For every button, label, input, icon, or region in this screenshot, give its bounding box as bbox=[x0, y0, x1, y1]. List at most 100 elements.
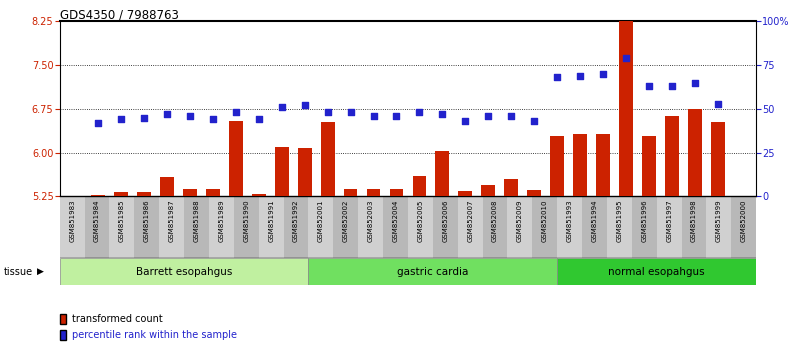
Text: transformed count: transformed count bbox=[72, 314, 163, 324]
Text: GSM852010: GSM852010 bbox=[542, 200, 548, 242]
Text: GSM852001: GSM852001 bbox=[318, 200, 324, 242]
Bar bbox=[458, 196, 482, 258]
Point bbox=[161, 111, 174, 117]
Bar bbox=[283, 196, 308, 258]
Text: GSM852000: GSM852000 bbox=[741, 200, 747, 242]
Point bbox=[619, 55, 632, 61]
Point bbox=[207, 116, 220, 122]
Point bbox=[184, 113, 197, 119]
Text: GSM851987: GSM851987 bbox=[169, 200, 174, 242]
Text: normal esopahgus: normal esopahgus bbox=[608, 267, 705, 277]
Text: GSM851994: GSM851994 bbox=[591, 200, 598, 242]
Bar bbox=[298, 148, 311, 196]
Bar bbox=[334, 196, 358, 258]
Point bbox=[138, 115, 150, 120]
Point bbox=[229, 109, 242, 115]
Bar bbox=[234, 196, 259, 258]
Bar bbox=[160, 177, 174, 196]
Point bbox=[92, 120, 104, 126]
Text: GSM852009: GSM852009 bbox=[517, 200, 523, 242]
Point bbox=[665, 83, 678, 89]
Point bbox=[390, 113, 403, 119]
Point bbox=[459, 118, 472, 124]
Text: GDS4350 / 7988763: GDS4350 / 7988763 bbox=[60, 9, 178, 22]
Point bbox=[275, 104, 288, 110]
Text: GSM851996: GSM851996 bbox=[642, 200, 647, 242]
Bar bbox=[60, 196, 84, 258]
Point bbox=[551, 74, 564, 80]
Bar bbox=[183, 189, 197, 196]
Bar bbox=[159, 196, 184, 258]
Bar bbox=[458, 190, 472, 196]
Point bbox=[528, 118, 540, 124]
Bar bbox=[135, 196, 159, 258]
Bar bbox=[527, 190, 541, 196]
Bar bbox=[206, 189, 220, 196]
Text: GSM851999: GSM851999 bbox=[716, 200, 722, 242]
Bar bbox=[209, 196, 234, 258]
Bar bbox=[383, 196, 408, 258]
Bar bbox=[557, 258, 756, 285]
Point bbox=[115, 116, 127, 122]
Bar bbox=[557, 196, 582, 258]
Bar bbox=[573, 134, 587, 196]
Bar bbox=[408, 196, 433, 258]
Bar bbox=[308, 196, 334, 258]
Text: GSM852004: GSM852004 bbox=[392, 200, 399, 242]
Bar bbox=[137, 192, 151, 196]
Bar bbox=[412, 176, 427, 196]
Bar bbox=[115, 192, 128, 196]
Bar bbox=[681, 196, 706, 258]
Point bbox=[322, 109, 334, 115]
Point bbox=[642, 83, 655, 89]
Point bbox=[574, 73, 587, 78]
Bar bbox=[619, 15, 633, 196]
Bar bbox=[259, 196, 283, 258]
Point bbox=[505, 113, 517, 119]
Bar bbox=[275, 147, 289, 196]
Text: GSM851983: GSM851983 bbox=[69, 200, 75, 242]
Bar bbox=[482, 185, 495, 196]
Text: GSM852003: GSM852003 bbox=[368, 200, 373, 242]
Point bbox=[712, 101, 724, 107]
Bar bbox=[84, 196, 109, 258]
Point bbox=[689, 80, 701, 85]
Bar bbox=[389, 189, 404, 196]
Text: GSM852008: GSM852008 bbox=[492, 200, 498, 242]
Bar bbox=[533, 196, 557, 258]
Bar bbox=[632, 196, 657, 258]
Bar bbox=[109, 196, 135, 258]
Text: GSM851998: GSM851998 bbox=[691, 200, 697, 242]
Bar bbox=[482, 196, 507, 258]
Point bbox=[413, 109, 426, 115]
Bar bbox=[505, 179, 518, 196]
Point bbox=[367, 113, 380, 119]
Text: GSM851993: GSM851993 bbox=[567, 200, 572, 242]
Text: GSM851986: GSM851986 bbox=[144, 200, 150, 242]
Bar bbox=[642, 136, 656, 196]
Text: ▶: ▶ bbox=[37, 267, 45, 276]
Text: GSM851990: GSM851990 bbox=[244, 200, 249, 242]
Bar bbox=[252, 194, 266, 196]
Text: GSM851985: GSM851985 bbox=[119, 200, 125, 242]
Text: GSM851988: GSM851988 bbox=[193, 200, 200, 242]
Bar bbox=[92, 195, 105, 196]
Bar bbox=[60, 258, 308, 285]
Bar bbox=[321, 122, 334, 196]
Bar bbox=[657, 196, 681, 258]
Bar bbox=[229, 121, 243, 196]
Text: GSM852006: GSM852006 bbox=[443, 200, 448, 242]
Text: GSM851984: GSM851984 bbox=[94, 200, 100, 242]
Bar bbox=[607, 196, 632, 258]
Bar bbox=[706, 196, 732, 258]
Text: GSM852002: GSM852002 bbox=[343, 200, 349, 242]
Bar bbox=[596, 134, 610, 196]
Bar bbox=[308, 258, 557, 285]
Bar bbox=[344, 189, 357, 196]
Text: GSM852005: GSM852005 bbox=[417, 200, 423, 242]
Bar bbox=[507, 196, 533, 258]
Text: percentile rank within the sample: percentile rank within the sample bbox=[72, 330, 237, 340]
Bar bbox=[582, 196, 607, 258]
Bar bbox=[433, 196, 458, 258]
Bar bbox=[367, 189, 380, 196]
